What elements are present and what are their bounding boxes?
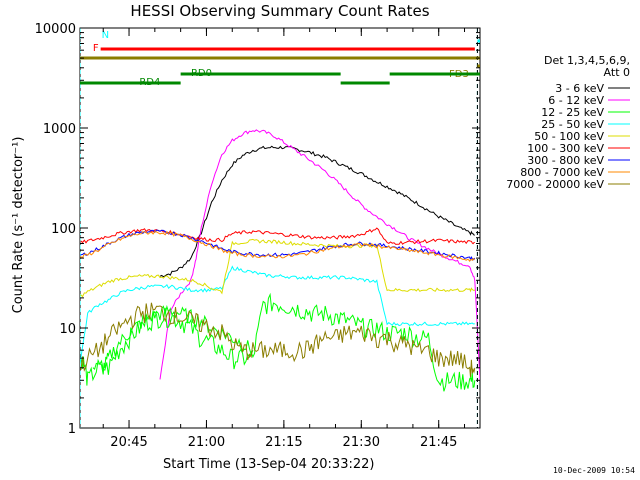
footer-timestamp: 10-Dec-2009 10:54 [553, 466, 635, 475]
chart-title: HESSI Observing Summary Count Rates [130, 2, 429, 20]
legend-entry-label: 100 - 300 keV [527, 142, 604, 155]
series-line-12-25-kev-b [92, 304, 254, 375]
legend-entry-label: 25 - 50 keV [541, 118, 604, 131]
flag-layer: NFFD2FD3RD0RD4 [80, 28, 505, 428]
series-line-50-100-kev [80, 238, 476, 298]
legend-entry-label: 3 - 6 keV [555, 82, 604, 95]
flag-label-rd0: RD0 [191, 68, 212, 79]
legend-entry-label: 7000 - 20000 keV [506, 178, 604, 191]
series-line-100-300-kev [80, 227, 475, 245]
series-line-25-50-kev [80, 265, 475, 368]
series-layer [80, 129, 480, 392]
legend-entry-label: 6 - 12 keV [548, 94, 604, 107]
y-tick-label: 10000 [35, 22, 76, 37]
y-tick-label: 10 [59, 322, 76, 337]
flag-label-rd4: RD4 [139, 77, 160, 88]
legend-entry-label: 50 - 100 keV [534, 130, 604, 143]
x-tick-label: 21:00 [188, 435, 225, 450]
series-line-7000-20000-kev [80, 302, 476, 378]
series-line-800-7000-kev [80, 230, 476, 262]
plot-frame [79, 27, 481, 429]
y-axis-label: Count Rate (s⁻¹ detector⁻¹) [11, 137, 26, 314]
legend-entry-label: 800 - 7000 keV [520, 166, 604, 179]
y-tick-label: 100 [51, 222, 76, 237]
series-line-6-12-kev [159, 129, 480, 381]
x-axis-ticks: 20:45 21:00 21:15 21:30 21:45 [102, 28, 466, 450]
flag-label-fd2: FD2 [485, 52, 505, 63]
legend-entry-label: 300 - 800 keV [527, 154, 604, 167]
flag-label-n: N [102, 30, 109, 41]
x-tick-label: 21:30 [343, 435, 380, 450]
y-tick-label: 1000 [43, 122, 76, 137]
legend-entry-label: 12 - 25 keV [541, 106, 604, 119]
legend-header: Det 1,3,4,5,6,9, [544, 54, 630, 67]
x-tick-label: 21:45 [420, 435, 457, 450]
legend-header: Att 0 [604, 66, 630, 79]
x-tick-label: 21:15 [265, 435, 302, 450]
x-tick-label: 20:45 [110, 435, 147, 450]
series-line-12-25-kev [80, 292, 476, 392]
flag-label-f: F [93, 43, 99, 54]
x-axis-label: Start Time (13-Sep-04 20:33:22) [163, 457, 374, 472]
series-line-3-6-kev [159, 145, 475, 278]
y-axis-ticks: 1 10 100 1000 10000 [35, 22, 480, 437]
y-tick-label: 1 [68, 422, 76, 437]
